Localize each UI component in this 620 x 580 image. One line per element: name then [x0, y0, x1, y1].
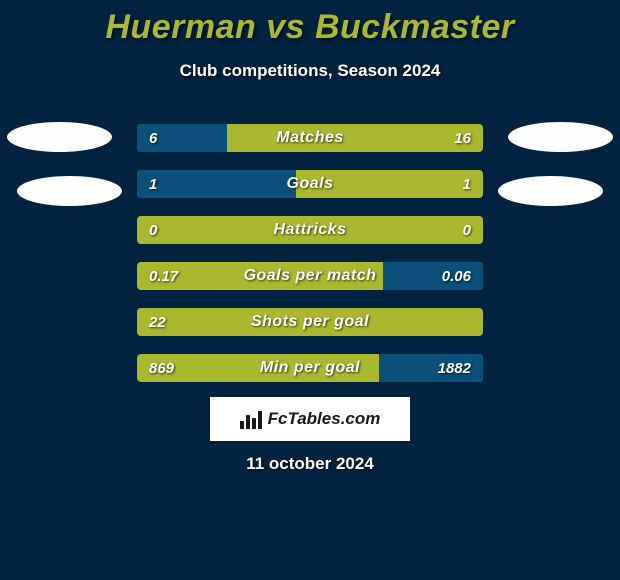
- stat-value-right: 16: [454, 124, 471, 152]
- stat-value-left: 6: [149, 124, 157, 152]
- stat-value-left: 0.17: [149, 262, 178, 290]
- avatar-player-right-2: [498, 176, 603, 206]
- stat-label: Goals per match: [137, 262, 483, 290]
- stat-label: Hattricks: [137, 216, 483, 244]
- stat-row: Shots per goal22: [137, 308, 483, 336]
- stat-row: Matches6 16: [137, 124, 483, 152]
- stat-row: Goals per match0.17 0.06: [137, 262, 483, 290]
- stat-value-right: 0: [463, 216, 471, 244]
- page-title: Huerman vs Buckmaster: [0, 0, 620, 47]
- stat-label: Matches: [137, 124, 483, 152]
- stat-label: Min per goal: [137, 354, 483, 382]
- stat-row: Hattricks0 0: [137, 216, 483, 244]
- stat-value-left: 22: [149, 308, 166, 336]
- date-text: 11 october 2024: [0, 454, 620, 474]
- stat-label: Goals: [137, 170, 483, 198]
- avatar-player-right-1: [508, 122, 613, 152]
- stat-row: Goals1 1: [137, 170, 483, 198]
- stat-value-left: 869: [149, 354, 174, 382]
- stat-label: Shots per goal: [137, 308, 483, 336]
- avatar-player-left-2: [17, 176, 122, 206]
- stat-row: Min per goal869 1882: [137, 354, 483, 382]
- logo-text: FcTables.com: [268, 409, 381, 429]
- stats-bars: Matches6 16 Goals1 1 Hattricks0 0 Goals per ma…: [137, 124, 483, 400]
- stat-value-right: 0.06: [442, 262, 471, 290]
- avatar-player-left-1: [7, 122, 112, 152]
- stat-value-right: 1: [463, 170, 471, 198]
- logo-box: FcTables.com: [210, 397, 410, 441]
- stat-value-right: 1882: [438, 354, 471, 382]
- stat-value-left: 0: [149, 216, 157, 244]
- subtitle: Club competitions, Season 2024: [0, 61, 620, 81]
- stat-value-left: 1: [149, 170, 157, 198]
- bar-chart-icon: [240, 409, 262, 429]
